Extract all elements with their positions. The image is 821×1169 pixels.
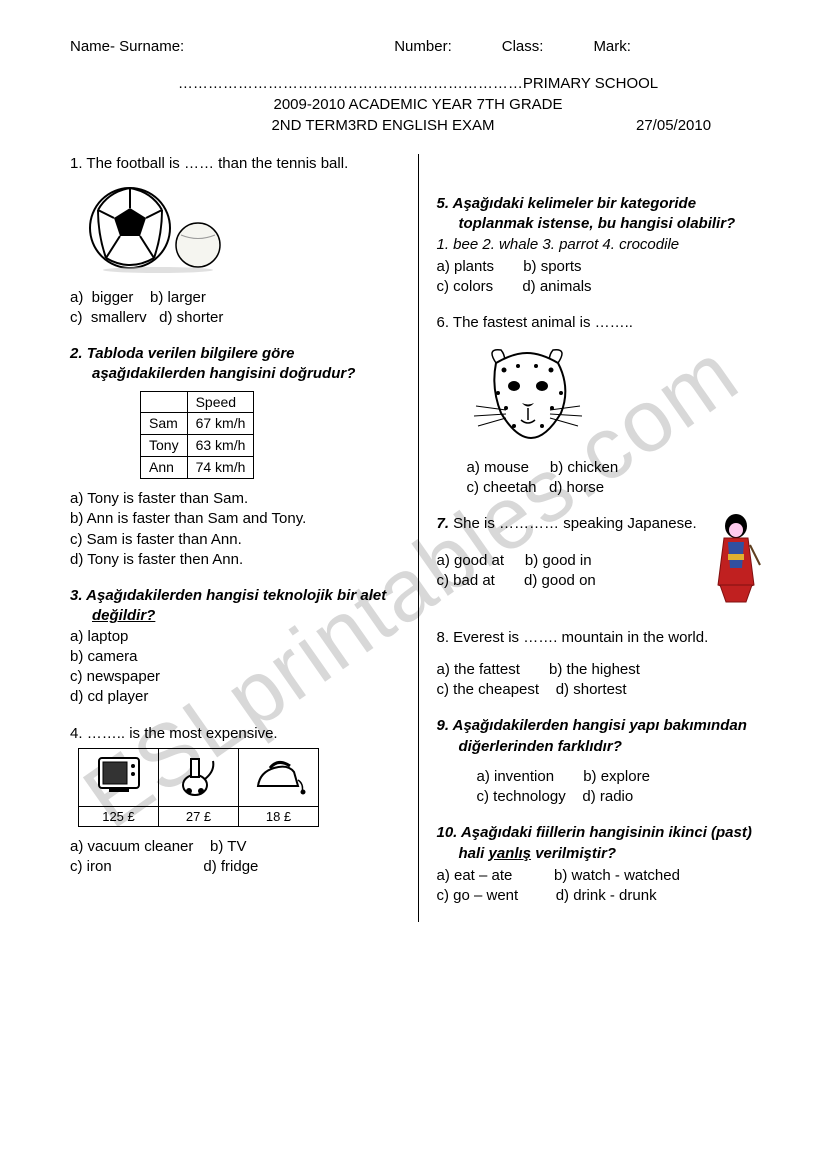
q1-options: a) bigger b) larger c) smallerv d) short… (70, 288, 400, 329)
question-9: 9. Aşağıdakilerden hangisi yapı bakımınd… (436, 716, 766, 807)
q3-a: a) laptop (70, 627, 400, 647)
title-line2: 2009-2010 ACADEMIC YEAR 7TH GRADE (70, 94, 766, 115)
q8-text: Everest is ……. mountain in the world. (453, 629, 708, 646)
q3-num: 3. (70, 587, 83, 604)
speed-table: Speed Sam67 km/h Tony63 km/h Ann74 km/h (140, 391, 254, 480)
header-title: ……………………………………………………………PRIMARY SCHOOL 20… (70, 73, 766, 136)
q9-num: 9. (436, 717, 449, 734)
q2-d: d) Tony is faster then Ann. (70, 550, 400, 570)
q10-text2: verilmiştir? (531, 845, 616, 862)
question-3: 3. Aşağıdakilerden hangisi teknolojik bi… (70, 586, 400, 708)
q9-options: a) invention b) explore c) technology d)… (436, 767, 766, 808)
q2-c: c) Sam is faster than Ann. (70, 530, 400, 550)
mark-label: Mark: (593, 38, 631, 55)
title-line3: 2ND TERM3RD ENGLISH EXAM (70, 115, 636, 136)
class-label: Class: (502, 38, 544, 55)
q2-b: b) Ann is faster than Sam and Tony. (70, 509, 400, 529)
name-label: Name- Surname: (70, 38, 184, 55)
td: 67 km/h (187, 413, 254, 435)
number-label: Number: (394, 38, 452, 55)
header-fields: Name- Surname: Number: Class: Mark: (70, 38, 766, 55)
q10-underline: yanlış (489, 845, 532, 862)
tv-icon (79, 748, 159, 806)
question-1: 1. The football is …… than the tennis ba… (70, 154, 400, 328)
q5-options: a) plants b) sports c) colors d) animals (436, 257, 766, 298)
td: 74 km/h (187, 457, 254, 479)
q3-underline: değildir? (92, 607, 155, 624)
question-7: 7. She is ………… speaking Japanese. a) goo… (436, 514, 766, 611)
q2-num: 2. (70, 345, 83, 362)
q4-num: 4. (70, 725, 83, 742)
price-3: 18 £ (239, 806, 319, 826)
q5-num: 5. (436, 195, 449, 212)
q3-text: Aşağıdakilerden hangisi teknolojik bir a… (86, 587, 386, 604)
th-speed: Speed (187, 391, 254, 413)
q3-c: c) newspaper (70, 667, 400, 687)
q6-options: a) mouse b) chicken c) cheetah d) horse (436, 458, 766, 499)
exam-date: 27/05/2010 (636, 115, 766, 136)
leopard-image (466, 338, 766, 454)
q3-options: a) laptop b) camera c) newspaper d) cd p… (70, 627, 400, 708)
iron-icon (239, 748, 319, 806)
q3-b: b) camera (70, 647, 400, 667)
th-blank (141, 391, 188, 413)
school-name: PRIMARY SCHOOL (523, 75, 658, 92)
price-1: 125 £ (79, 806, 159, 826)
q8-num: 8. (436, 629, 449, 646)
td: Sam (141, 413, 188, 435)
q10-num: 10. (436, 824, 457, 841)
q4-options: a) vacuum cleaner b) TV c) iron d) fridg… (70, 837, 400, 878)
question-2: 2. Tabloda verilen bilgilere göre aşağıd… (70, 344, 400, 570)
q6-text: The fastest animal is …….. (453, 314, 633, 331)
dotted-line: …………………………………………………………… (178, 75, 523, 92)
q1-text: The football is …… than the tennis ball. (86, 155, 348, 172)
td: Tony (141, 435, 188, 457)
left-column: 1. The football is …… than the tennis ba… (70, 154, 400, 922)
td: Ann (141, 457, 188, 479)
q2-options: a) Tony is faster than Sam. b) Ann is fa… (70, 489, 400, 570)
q4-text: …….. is the most expensive. (87, 725, 278, 742)
td: 63 km/h (187, 435, 254, 457)
q2-text: Tabloda verilen bilgilere göre aşağıdaki… (87, 345, 356, 382)
q1-num: 1. (70, 155, 83, 172)
question-5: 5. Aşağıdaki kelimeler bir kategoride to… (436, 194, 766, 297)
balls-image (88, 180, 400, 281)
question-10: 10. Aşağıdaki fiillerin hangisinin ikinc… (436, 823, 766, 906)
price-table: 125 £ 27 £ 18 £ (78, 748, 319, 827)
question-4: 4. …….. is the most expensive. 125 £ 27 … (70, 724, 400, 878)
q3-d: d) cd player (70, 687, 400, 707)
q2-a: a) Tony is faster than Sam. (70, 489, 400, 509)
right-column: 5. Aşağıdaki kelimeler bir kategoride to… (436, 154, 766, 922)
q8-options: a) the fattest b) the highest c) the che… (436, 660, 766, 701)
column-divider (418, 154, 419, 922)
q7-num: 7. (436, 515, 449, 532)
q7-text: She is ………… speaking Japanese. (453, 515, 696, 532)
q5-sub: 1. bee 2. whale 3. parrot 4. crocodile (436, 235, 766, 255)
q6-num: 6. (436, 314, 449, 331)
question-8: 8. Everest is ……. mountain in the world.… (436, 628, 766, 701)
geisha-image (706, 510, 766, 611)
q5-text: Aşağıdaki kelimeler bir kategoride topla… (453, 195, 736, 232)
price-2: 27 £ (159, 806, 239, 826)
q9-text: Aşağıdakilerden hangisi yapı bakımından … (453, 717, 747, 754)
vacuum-icon (159, 748, 239, 806)
q10-options: a) eat – ate b) watch - watched c) go – … (436, 866, 766, 907)
question-6: 6. The fastest animal is …….. (436, 313, 766, 498)
